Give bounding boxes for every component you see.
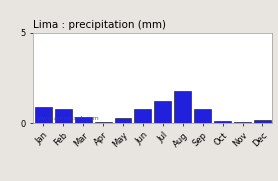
Bar (254, 120, 271, 123)
Bar (214, 121, 231, 123)
Bar (75, 117, 92, 123)
Bar (154, 101, 171, 123)
Text: www.allmetsat.com: www.allmetsat.com (38, 116, 100, 121)
Bar (35, 107, 52, 123)
Bar (95, 122, 111, 123)
Bar (194, 109, 211, 123)
Bar (135, 109, 152, 123)
Bar (55, 109, 72, 123)
Bar (234, 122, 251, 123)
Bar (115, 118, 131, 123)
Bar (174, 90, 191, 123)
Text: Lima : precipitation (mm): Lima : precipitation (mm) (33, 20, 166, 30)
